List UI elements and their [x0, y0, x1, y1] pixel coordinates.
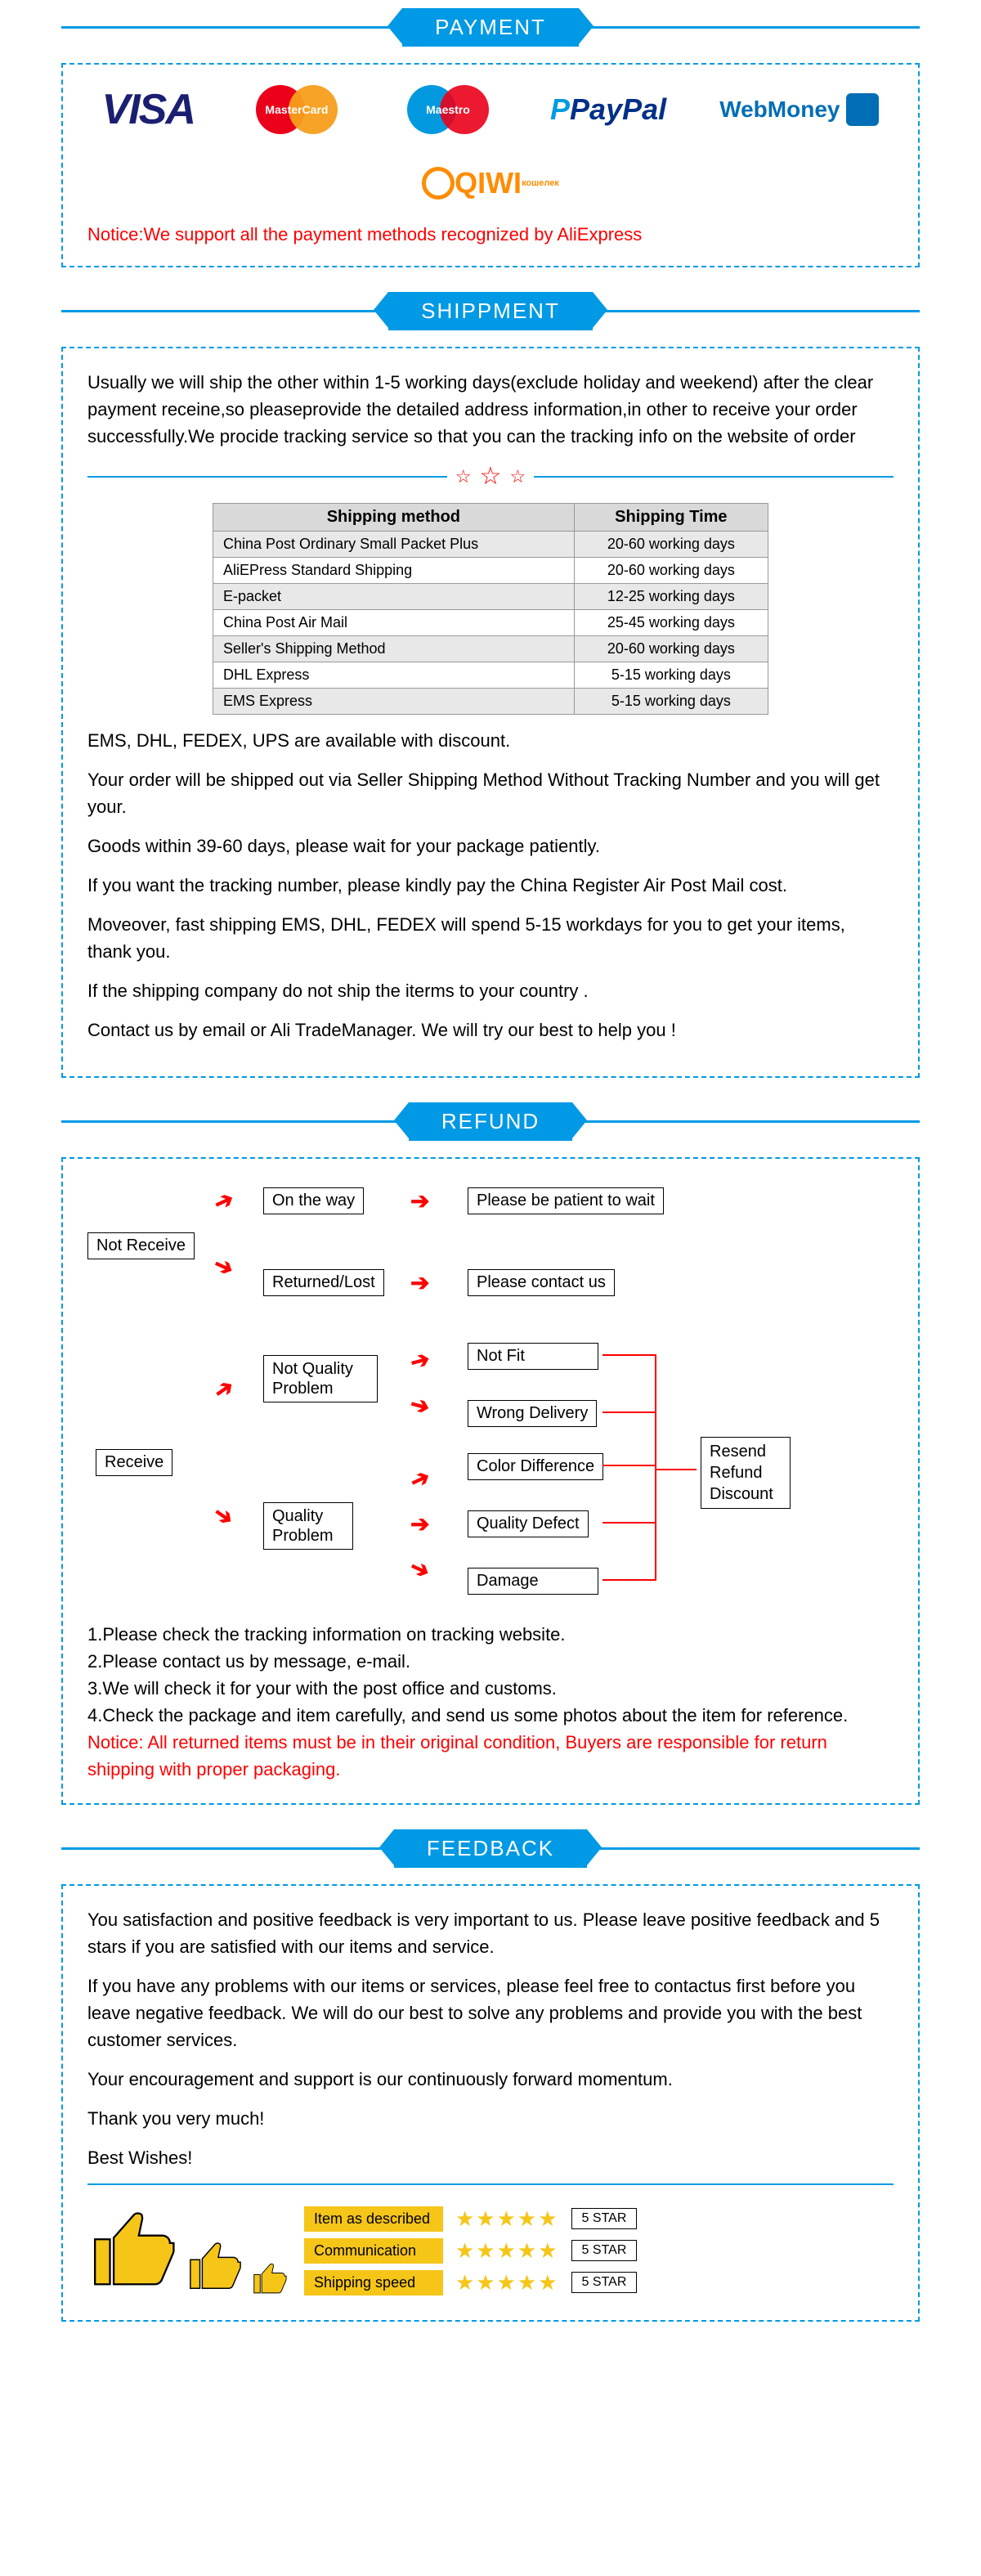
node-wrong: Wrong Delivery — [468, 1400, 597, 1427]
connector-lines — [598, 1343, 705, 1596]
ship-p2: Your order will be shipped out via Selle… — [87, 766, 894, 820]
arrow-icon: ➔ — [208, 1372, 240, 1405]
ship-p1: EMS, DHL, FEDEX, UPS are available with … — [87, 727, 894, 754]
arrow-icon: ➔ — [208, 1499, 240, 1532]
arrow-icon: ➔ — [410, 1510, 429, 1537]
refund-box: Not Receive ➔ ➔ On the way Returned/Lost… — [61, 1157, 920, 1805]
node-defect: Quality Defect — [468, 1510, 589, 1537]
five-star-icon: ★★★★★ — [455, 2238, 559, 2264]
table-row: E-packet12-25 working days — [213, 584, 768, 610]
shipment-title: SHIPPMENT — [388, 292, 593, 330]
arrow-icon: ➔ — [407, 1345, 432, 1376]
table-row: China Post Ordinary Small Packet Plus20-… — [213, 532, 768, 558]
table-row: EMS Express5-15 working days — [213, 689, 768, 715]
rating-row: Communication ★★★★★ 5 STAR — [304, 2238, 637, 2264]
node-damage: Damage — [468, 1568, 598, 1595]
node-qual: Quality Problem — [263, 1502, 353, 1550]
mastercard-logo: MasterCard — [248, 85, 346, 134]
ship-p5: Moveover, fast shipping EMS, DHL, FEDEX … — [87, 911, 894, 965]
feedback-section: FEEDBACK You satisfaction and positive f… — [61, 1829, 920, 2322]
payment-ribbon: PAYMENT — [61, 8, 920, 47]
fb-p3: Your encouragement and support is our co… — [87, 2066, 894, 2093]
payment-box: VISA MasterCard Maestro P PayPal WebMone… — [61, 63, 920, 267]
refund-section: REFUND Not Receive ➔ ➔ On the way Return… — [61, 1102, 920, 1805]
rating-row: Item as described ★★★★★ 5 STAR — [304, 2206, 637, 2232]
fb-p1: You satisfaction and positive feedback i… — [87, 1906, 894, 1960]
refund-ribbon: REFUND — [61, 1102, 920, 1141]
star-divider: ☆ ☆ ☆ — [87, 462, 894, 491]
star-icon: ☆ — [455, 466, 472, 487]
feedback-title: FEEDBACK — [394, 1829, 587, 1868]
visa-logo: VISA — [102, 85, 195, 134]
feedback-ribbon: FEEDBACK — [61, 1829, 920, 1868]
table-row: China Post Air Mail25-45 working days — [213, 610, 768, 636]
arrow-icon: ➔ — [405, 1553, 434, 1586]
thumbs-up-icon — [186, 2234, 243, 2300]
paypal-logo: P PayPal — [550, 85, 666, 134]
payment-section: PAYMENT VISA MasterCard Maestro P PayPal… — [61, 8, 920, 267]
feedback-ratings-row: Item as described ★★★★★ 5 STAR Communica… — [87, 2201, 894, 2300]
thumbs-up-icon — [87, 2201, 177, 2300]
refund-flowchart: Not Receive ➔ ➔ On the way Returned/Lost… — [87, 1187, 894, 1613]
ship-p7: Contact us by email or Ali TradeManager.… — [87, 1016, 894, 1043]
fb-p5: Best Wishes! — [87, 2144, 894, 2171]
table-row: Seller's Shipping Method20-60 working da… — [213, 636, 768, 662]
node-onway: On the way — [263, 1187, 364, 1214]
arrow-icon: ➔ — [410, 1269, 429, 1296]
five-star-icon: ★★★★★ — [455, 2206, 559, 2232]
node-returned: Returned/Lost — [263, 1269, 384, 1296]
ship-p3: Goods within 39-60 days, please wait for… — [87, 832, 894, 859]
node-notqual: Not Quality Problem — [263, 1355, 378, 1402]
arrow-icon: ➔ — [209, 1185, 238, 1218]
fb-p2: If you have any problems with our items … — [87, 1972, 894, 2053]
table-row: AliEPress Standard Shipping20-60 working… — [213, 558, 768, 584]
shipment-intro: Usually we will ship the other within 1-… — [87, 369, 894, 450]
star-icon: ☆ — [509, 466, 526, 487]
ship-p6: If the shipping company do not ship the … — [87, 977, 894, 1004]
shipment-ribbon: SHIPPMENT — [61, 292, 920, 330]
rating-grid: Item as described ★★★★★ 5 STAR Communica… — [304, 2206, 637, 2296]
arrow-icon: ➔ — [407, 1390, 432, 1421]
node-notfit: Not Fit — [468, 1343, 598, 1370]
refund-list: 1.Please check the tracking information … — [87, 1621, 894, 1729]
qiwi-logo: QIWIкошелек — [422, 159, 559, 208]
node-patient: Please be patient to wait — [468, 1187, 664, 1214]
rating-row: Shipping speed ★★★★★ 5 STAR — [304, 2270, 637, 2296]
ship-p4: If you want the tracking number, please … — [87, 872, 894, 899]
webmoney-logo: WebMoney — [719, 85, 879, 134]
five-star-icon: ★★★★★ — [455, 2270, 559, 2296]
table-row: DHL Express5-15 working days — [213, 662, 768, 689]
fb-divider — [87, 2183, 894, 2185]
shipment-box: Usually we will ship the other within 1-… — [61, 347, 920, 1078]
payment-title: PAYMENT — [402, 8, 579, 47]
node-contact: Please contact us — [468, 1269, 615, 1296]
thumbs-up-icon — [251, 2259, 288, 2300]
arrow-icon: ➔ — [410, 1187, 429, 1214]
node-colordiff: Color Difference — [468, 1453, 603, 1480]
node-receive: Receive — [96, 1449, 172, 1476]
node-outcome: Resend Refund Discount — [701, 1437, 791, 1509]
node-notreceive: Not Receive — [87, 1232, 195, 1259]
thumbs-up-icons — [87, 2201, 288, 2300]
shipping-table: Shipping methodShipping Time China Post … — [213, 503, 768, 715]
star-icon: ☆ — [480, 462, 502, 491]
refund-notice: Notice: All returned items must be in th… — [87, 1729, 894, 1783]
arrow-icon: ➔ — [209, 1250, 238, 1283]
shipment-section: SHIPPMENT Usually we will ship the other… — [61, 292, 920, 1078]
arrow-icon: ➔ — [405, 1463, 434, 1496]
fb-p4: Thank you very much! — [87, 2105, 894, 2132]
payment-notice: Notice:We support all the payment method… — [87, 224, 894, 245]
maestro-logo: Maestro — [399, 85, 497, 134]
feedback-box: You satisfaction and positive feedback i… — [61, 1884, 920, 2322]
refund-title: REFUND — [409, 1102, 572, 1141]
